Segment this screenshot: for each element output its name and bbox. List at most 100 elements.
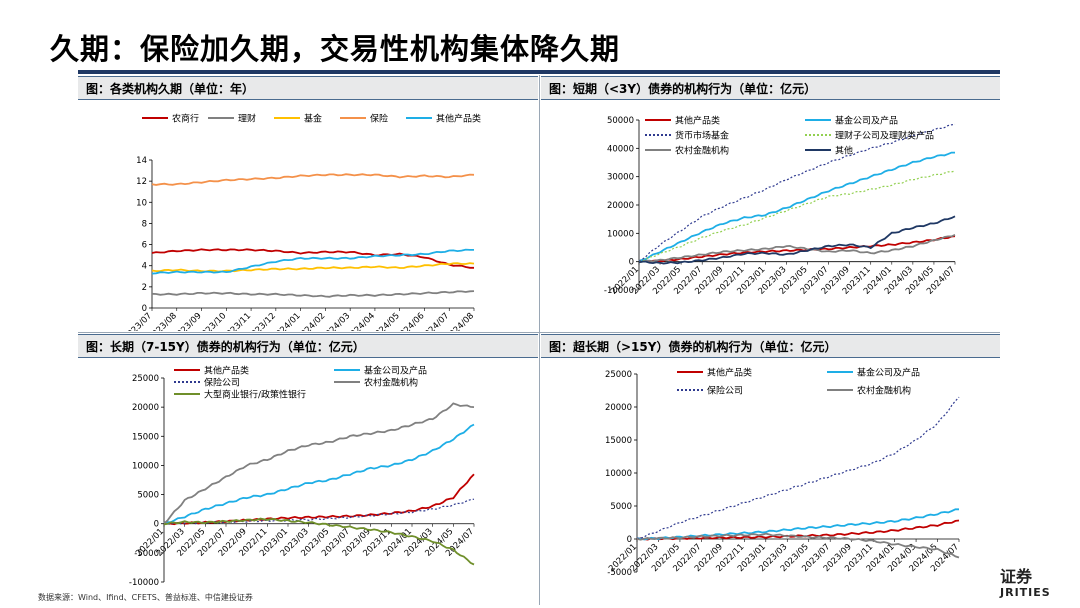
brand-logo-text: 证券: [1000, 567, 1033, 586]
y-tick-label: 14: [136, 156, 147, 166]
panel-title: 图：各类机构久期（单位：年）: [78, 76, 538, 100]
legend-label: 农村金融机构: [364, 377, 418, 389]
x-tick-label: 2024/08: [444, 311, 476, 331]
y-tick-label: 6: [142, 241, 147, 251]
legend-label: 其他产品类: [707, 367, 752, 379]
legend-label: 基金公司及产品: [364, 365, 427, 377]
legend-label: 农村金融机构: [675, 145, 729, 157]
panel-title: 图：短期（<3Y）债券的机构行为（单位：亿元）: [541, 76, 1000, 100]
y-tick-label: 15000: [605, 436, 632, 446]
legend-label: 其他产品类: [204, 365, 249, 377]
x-tick-label: 2023/12: [246, 311, 278, 331]
x-tick-label: 2024/04: [345, 311, 377, 331]
chart-panel-long-term: 图：长期（7-15Y）债券的机构行为（单位：亿元） -10000 -5000 0 50…: [78, 334, 538, 589]
x-tick-label: 2023/08: [147, 311, 179, 331]
legend-label: 基金: [304, 113, 322, 125]
chart-panel-short-term: 图：短期（<3Y）债券的机构行为（单位：亿元） -10000 0 10000 2000…: [541, 76, 1000, 331]
series-line: [636, 508, 959, 541]
y-tick-label: 5000: [610, 502, 632, 512]
x-tick-label: 2024/07: [419, 311, 451, 331]
ultra-long-term-chart: -500005000100001500020000250002022/01202…: [605, 367, 961, 579]
series-line: [636, 396, 960, 539]
y-tick-label: -5000: [607, 568, 632, 578]
series-line: [638, 151, 955, 262]
y-tick-label: 20000: [605, 403, 632, 413]
y-tick-label: 20000: [607, 201, 634, 211]
legend-label: 保险: [370, 113, 388, 125]
y-tick-label: 2: [142, 283, 147, 293]
y-tick-label: 5000: [137, 491, 159, 501]
series-line: [163, 498, 475, 525]
series-line: [163, 402, 475, 525]
series-line: [151, 262, 475, 273]
series-line: [638, 235, 956, 263]
series-line: [636, 532, 960, 559]
x-tick-label: 2023/11: [221, 311, 253, 331]
series-line: [638, 170, 956, 263]
series-line: [151, 173, 475, 186]
legend-label: 农村金融机构: [857, 385, 911, 397]
series-line: [151, 290, 475, 298]
y-tick-label: -5000: [134, 549, 159, 559]
series-line: [163, 423, 475, 524]
x-tick-label: 2023/07: [122, 311, 154, 331]
y-tick-label: -10000: [604, 286, 634, 296]
series-line: [638, 233, 956, 264]
legend-label: 保险公司: [707, 385, 743, 397]
panel-divider-horizontal: [78, 332, 1000, 333]
y-tick-label: 40000: [607, 144, 634, 154]
x-tick-label: 2024/01: [271, 311, 303, 331]
legend-label: 其他产品类: [675, 115, 720, 127]
y-tick-label: 20000: [132, 403, 159, 413]
legend-label: 其他: [835, 145, 853, 157]
y-tick-label: 0: [629, 258, 634, 268]
y-tick-label: 15000: [132, 432, 159, 442]
y-tick-label: 0: [154, 520, 159, 530]
x-tick-label: 2024/05: [370, 311, 402, 331]
x-tick-label: 2024/02: [295, 311, 327, 331]
y-tick-label: 50000: [607, 116, 634, 126]
legend-label: 农商行: [172, 113, 199, 125]
panel-title: 图：长期（7-15Y）债券的机构行为（单位：亿元）: [78, 334, 538, 358]
panel-divider-vertical: [539, 75, 540, 605]
page-title: 久期：保险加久期，交易性机构集体降久期: [50, 32, 621, 66]
brand-logo-subtext: JRITIES: [1000, 586, 1051, 599]
legend-label: 理财子公司及理财类产品: [835, 130, 934, 142]
y-tick-label: 10000: [605, 469, 632, 479]
y-tick-label: 4: [142, 262, 147, 272]
legend-label: 大型商业银行/政策性银行: [204, 389, 306, 401]
legend-label: 基金公司及产品: [835, 115, 898, 127]
series-line: [151, 248, 474, 269]
y-tick-label: 10000: [132, 461, 159, 471]
legend-label: 理财: [238, 113, 256, 125]
long-term-chart: -10000-500005000100001500020000250002022…: [129, 365, 476, 589]
x-tick-label: 2024/03: [320, 311, 352, 331]
x-tick-label: 2024/06: [395, 311, 427, 331]
y-tick-label: -10000: [129, 578, 159, 588]
source-note: 数据来源：Wind、Ifind、CFETS、普益标准、中信建投证券: [38, 593, 253, 602]
duration-chart: 024681012142023/072023/082023/092023/102…: [122, 113, 481, 332]
series-line: [638, 123, 956, 262]
y-tick-label: 12: [136, 177, 147, 187]
y-tick-label: 10: [136, 198, 147, 208]
short-term-chart: -10000010000200003000040000500002022/012…: [604, 115, 957, 297]
legend-label: 其他产品类: [436, 113, 481, 125]
y-tick-label: 0: [142, 304, 147, 314]
y-tick-label: 0: [627, 535, 632, 545]
series-line: [163, 517, 475, 566]
legend-label: 货币市场基金: [675, 130, 729, 142]
title-underline: [78, 70, 1000, 74]
y-tick-label: 25000: [132, 374, 159, 384]
y-tick-label: 8: [142, 219, 147, 229]
y-tick-label: 30000: [607, 173, 634, 183]
x-tick-label: 2023/10: [196, 311, 228, 331]
series-line: [638, 215, 956, 265]
x-tick-label: 2023/09: [172, 311, 204, 331]
chart-panel-ultra-long-term: 图：超长期（>15Y）债券的机构行为（单位：亿元） -5000 0 5000 1000…: [541, 334, 1000, 589]
series-line: [151, 248, 474, 275]
y-tick-label: 25000: [605, 370, 632, 380]
legend-label: 基金公司及产品: [857, 367, 920, 379]
y-tick-label: 10000: [607, 229, 634, 239]
legend-label: 保险公司: [204, 377, 240, 389]
panel-title: 图：超长期（>15Y）债券的机构行为（单位：亿元）: [541, 334, 1000, 358]
